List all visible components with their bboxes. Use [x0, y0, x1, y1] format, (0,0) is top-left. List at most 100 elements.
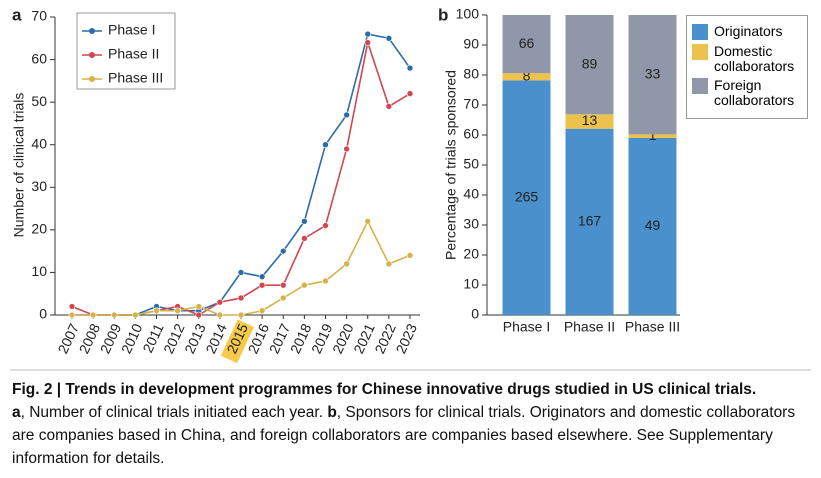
legend-label: Foreign collaborators [714, 77, 795, 108]
y-tick-label: 30 [31, 178, 47, 194]
point [258, 281, 266, 289]
point [110, 311, 118, 319]
caption: Fig. 2 | Trends in development programme… [12, 378, 812, 470]
point [364, 30, 372, 38]
y-tick-label: 0 [39, 306, 47, 322]
point [237, 269, 245, 276]
y-tick-label: 20 [463, 246, 479, 262]
y-tick-label: 40 [463, 186, 479, 202]
count-label: 33 [645, 65, 661, 81]
caption-title: Fig. 2 | Trends in development programme… [12, 381, 757, 398]
point [216, 298, 224, 306]
y-tick-label: 50 [31, 93, 47, 109]
legend-label: Domestic collaborators [714, 43, 795, 74]
legend: Originators Domestic collaborators Foreign… [686, 15, 808, 119]
bar-segment [565, 128, 614, 315]
point [301, 218, 308, 225]
point [132, 311, 139, 319]
bar-segment [628, 134, 677, 138]
y-tick-label: 20 [31, 221, 47, 237]
point [406, 64, 414, 72]
point [406, 252, 414, 259]
point [258, 273, 266, 280]
legend-item: Domestic collaborators [692, 44, 803, 74]
bar-segment [565, 114, 614, 129]
caption-text: , Number of clinical trials initiated ea… [20, 404, 328, 421]
legend-label: Originators [714, 23, 783, 39]
point [343, 260, 350, 268]
point [343, 145, 350, 153]
count-label: 13 [582, 112, 598, 128]
point [322, 222, 329, 229]
point [237, 311, 245, 319]
point [343, 111, 350, 119]
x-tick-label: Phase II [564, 319, 615, 335]
x-tick-label: Phase I [503, 319, 550, 335]
point [385, 103, 393, 110]
caption-text: a [12, 404, 21, 421]
y-tick-label: 0 [471, 306, 479, 322]
panel-label: b [438, 5, 448, 24]
count-label: 1 [649, 127, 657, 143]
count-label: 66 [519, 35, 535, 51]
chart: a b Number of clinical trials Percentage… [10, 5, 811, 371]
count-label: 49 [645, 217, 661, 233]
point [279, 294, 287, 302]
y-tick-label: 70 [463, 96, 479, 112]
point [322, 141, 329, 149]
y-tick-label: 40 [31, 135, 47, 151]
legend-item: Originators [692, 24, 803, 40]
point [279, 247, 287, 255]
point [216, 311, 224, 319]
y-tick-label: 100 [456, 6, 480, 22]
x-tick-group: 2010 [118, 321, 146, 356]
y-tick-label: 90 [463, 36, 479, 52]
bar-segment [502, 15, 551, 74]
y-tick-label: 30 [463, 216, 479, 232]
bar-segment [502, 80, 551, 316]
legend-swatch [692, 24, 708, 40]
x-tick-group: 2023 [392, 321, 420, 356]
point [89, 311, 97, 319]
point [364, 39, 372, 46]
point [385, 34, 393, 42]
legend-marker [89, 76, 95, 82]
point [195, 311, 203, 319]
count-label: 89 [582, 55, 598, 71]
bar-segment [502, 73, 551, 81]
point [279, 281, 287, 289]
legend-marker [89, 28, 95, 34]
y-tick-label: 50 [463, 156, 479, 172]
caption-text: , Sponsors for clinical trials. Originat… [12, 404, 796, 467]
y-axis-title: Number of clinical trials [11, 93, 27, 238]
legend-label: Phase III [108, 70, 163, 86]
point [301, 235, 308, 242]
bar-segment [628, 138, 677, 315]
count-label: 265 [515, 188, 539, 204]
y-tick-label: 60 [463, 126, 479, 142]
legend-swatch [692, 78, 708, 94]
legend-label: Phase II [108, 46, 159, 62]
x-tick-label: 2023 [392, 321, 420, 356]
point [237, 294, 245, 302]
point [301, 281, 308, 289]
point [258, 307, 266, 315]
y-axis-title: Percentage of trials sponsored [443, 70, 459, 260]
y-tick-label: 10 [31, 263, 47, 279]
point [385, 260, 393, 268]
point [68, 311, 76, 319]
bar-segment [628, 15, 677, 135]
count-label: 8 [523, 68, 531, 84]
point [68, 303, 76, 310]
panel-label: a [12, 5, 22, 24]
legend-label: Phase I [108, 22, 155, 38]
highlight [220, 319, 255, 364]
count-label: 167 [578, 213, 602, 229]
point [364, 218, 372, 225]
y-tick-label: 60 [31, 50, 47, 66]
point [406, 90, 414, 97]
legend-item: Foreign collaborators [692, 78, 803, 108]
bar-segment [565, 15, 614, 115]
point [153, 307, 160, 315]
